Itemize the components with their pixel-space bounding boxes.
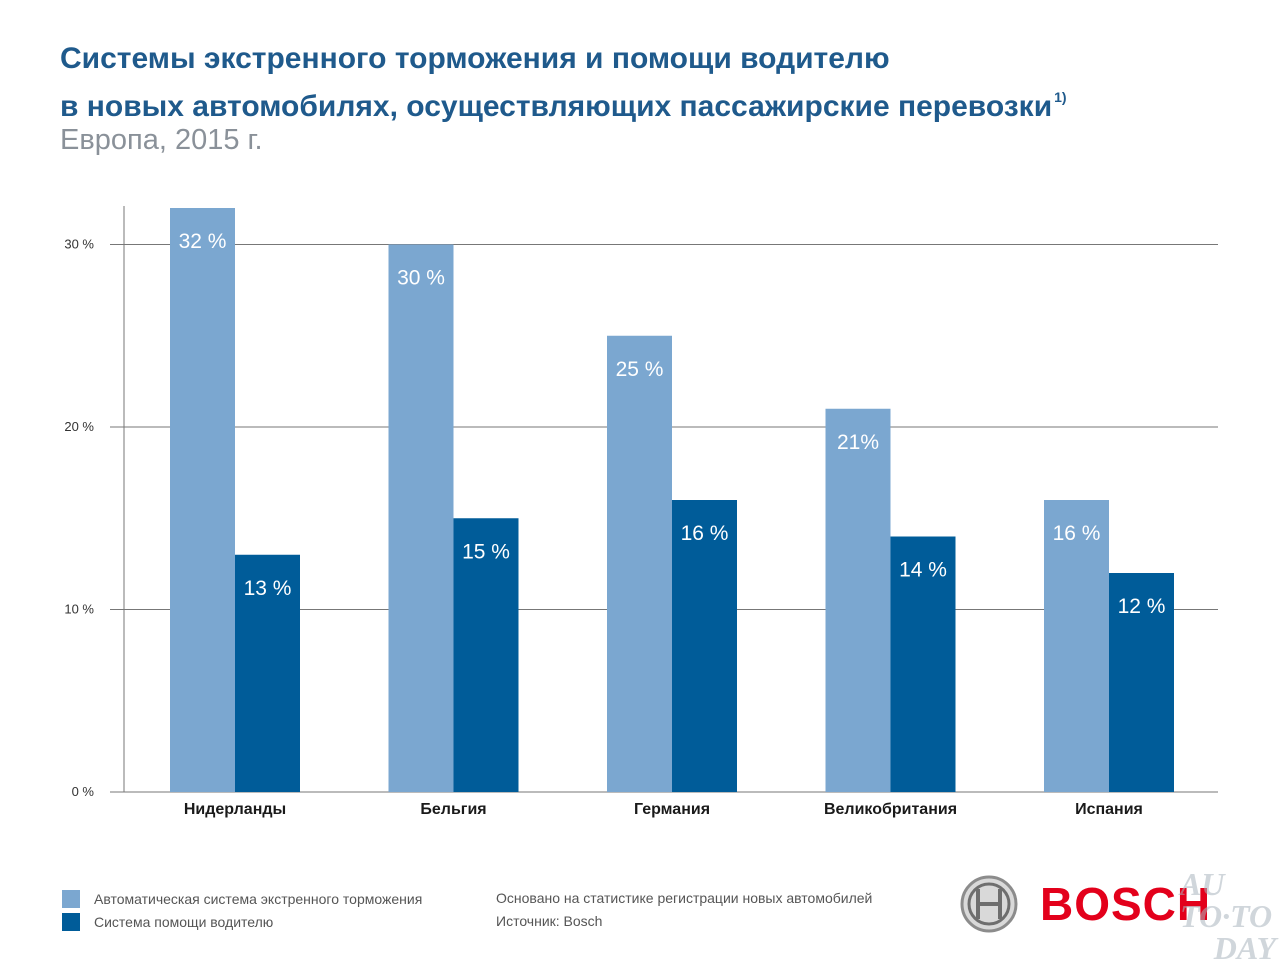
data-label-aeb-4: 16 % xyxy=(1053,522,1101,545)
data-label-assist-2: 16 % xyxy=(681,522,729,545)
title-line-2: в новых автомобилях, осуществляющих пасс… xyxy=(60,90,1053,123)
data-label-assist-4: 12 % xyxy=(1118,595,1166,618)
y-tick-label-0: 0 % xyxy=(72,784,95,799)
legend-item-aeb: Автоматическая система экстренного тормо… xyxy=(62,887,422,910)
bosch-logo: BOSCH xyxy=(960,875,1211,933)
y-tick-label-10: 10 % xyxy=(64,602,94,617)
y-tick-label-20: 20 % xyxy=(64,419,94,434)
data-label-aeb-0: 32 % xyxy=(179,230,227,253)
data-label-assist-0: 13 % xyxy=(244,577,292,600)
legend-label-aeb: Автоматическая система экстренного тормо… xyxy=(94,890,423,907)
x-category-label-1: Бельгия xyxy=(420,801,486,818)
bosch-armature-icon xyxy=(960,875,1018,933)
bar-aeb-3 xyxy=(825,408,891,792)
legend-item-assist: Система помощи водителю xyxy=(62,910,422,933)
chart-subtitle: Европа, 2015 г. xyxy=(60,124,263,156)
title-line-1: Системы экстренного торможения и помощи … xyxy=(60,42,890,75)
x-category-label-4: Испания xyxy=(1075,801,1143,818)
footnote-mark: 1) xyxy=(1054,89,1067,105)
bar-assist-3 xyxy=(890,536,956,792)
chart-title: Системы экстренного торможения и помощи … xyxy=(60,40,1240,126)
source-note: Источник: Bosch xyxy=(496,913,603,929)
y-tick-label-30: 30 % xyxy=(64,237,94,252)
legend: Автоматическая система экстренного тормо… xyxy=(62,887,422,933)
x-category-label-0: Нидерланды xyxy=(184,801,286,818)
chart-notes: Основано на статистике регистрации новых… xyxy=(496,887,872,933)
autotoday-watermark: AU TO·TO DAY xyxy=(1180,868,1276,964)
bar-assist-2 xyxy=(672,500,737,792)
data-label-assist-3: 14 % xyxy=(899,559,947,582)
basis-note: Основано на статистике регистрации новых… xyxy=(496,890,873,906)
data-label-aeb-2: 25 % xyxy=(616,358,664,381)
bar-aeb-2 xyxy=(607,335,672,792)
bar-assist-1 xyxy=(453,518,519,792)
legend-swatch-assist xyxy=(62,912,80,931)
x-category-label-2: Германия xyxy=(634,801,710,818)
watermark-line-3: DAY xyxy=(1213,930,1276,966)
bar-assist-0 xyxy=(235,554,300,792)
legend-swatch-aeb xyxy=(62,889,80,908)
data-label-assist-1: 15 % xyxy=(462,540,510,563)
bar-assist-4 xyxy=(1109,573,1174,792)
bosch-wordmark: BOSCH xyxy=(1040,878,1212,930)
watermark-line-2: TO·TO xyxy=(1180,898,1273,934)
bar-aeb-1 xyxy=(388,244,454,792)
bar-aeb-0 xyxy=(170,208,235,792)
bar-chart: 0 % 10 % 20 % 30 % 32 % 13 % Нидерланды 30 % 15 … xyxy=(64,206,1218,818)
legend-label-assist: Система помощи водителю xyxy=(94,913,274,930)
data-label-aeb-1: 30 % xyxy=(397,267,445,290)
x-category-label-3: Великобритания xyxy=(824,801,957,818)
data-label-aeb-3: 21% xyxy=(837,431,879,454)
bar-aeb-4 xyxy=(1044,500,1109,792)
watermark-line-1: AU xyxy=(1180,866,1225,902)
